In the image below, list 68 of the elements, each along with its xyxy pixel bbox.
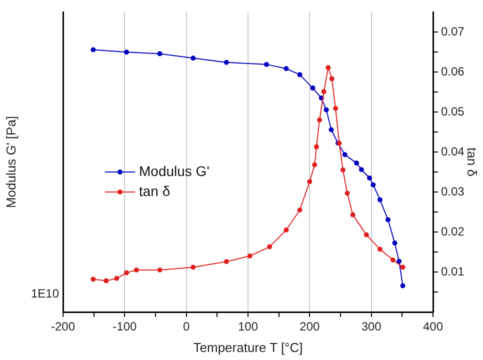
y-axis-title: Modulus G' [Pa] [3,116,18,208]
y2-tick-label: 0.02 [441,224,465,238]
point [114,276,120,281]
point [370,182,376,188]
point [392,240,398,246]
point [385,217,390,222]
y2-tick-label: 0.01 [441,264,465,278]
y2-tick-label: 0.04 [441,144,465,158]
legend-label: Modulus G' [139,162,210,179]
point [314,144,319,150]
text: 1E10 [30,286,60,300]
point [328,127,334,132]
point [90,276,96,282]
point [124,270,130,276]
point [317,118,322,122]
y2-tick-label: 0.06 [441,64,465,78]
x-tick-label: -100 [112,320,137,334]
x-tick-label: -200 [50,320,76,334]
x-axis-title: Temperature T [°C] [193,340,303,355]
point [157,51,162,56]
point [104,278,109,284]
point [400,264,406,270]
point [354,160,360,166]
point [344,190,350,196]
point [90,47,96,52]
point [329,76,334,82]
point [364,232,369,238]
point [342,152,348,158]
point [350,212,356,218]
point [324,107,329,112]
point [190,264,196,270]
point [326,65,331,70]
x-tick-label: 0 [182,320,190,334]
point [358,167,364,172]
point [264,62,269,67]
point [124,50,130,55]
y2-tick-label: 0.07 [441,24,465,38]
x-tick-label: 400 [422,320,444,334]
point [307,179,312,184]
point [284,228,289,232]
point [267,244,272,250]
point [224,259,229,264]
point [284,66,289,72]
point [224,60,229,65]
point [297,72,302,78]
point [310,86,316,91]
x-tick-label: 200 [300,320,320,334]
point [366,175,372,180]
point [321,89,326,94]
x-tick-label: 300 [361,320,382,334]
point [377,246,382,252]
point [377,197,382,202]
point [396,258,402,264]
point [340,168,346,172]
point [134,268,139,272]
point [247,254,252,258]
x-tick-label: 100 [238,320,258,334]
point [333,106,338,111]
point [312,162,318,168]
y2-axis-title: tan δ [464,148,480,176]
point [400,283,406,288]
y2-tick-label: 0.03 [441,184,465,198]
point [190,56,196,61]
point [157,268,162,272]
point [390,258,396,262]
point [297,208,302,212]
y2-tick-label: 0.05 [441,104,465,118]
legend-label: tan δ [139,182,170,199]
